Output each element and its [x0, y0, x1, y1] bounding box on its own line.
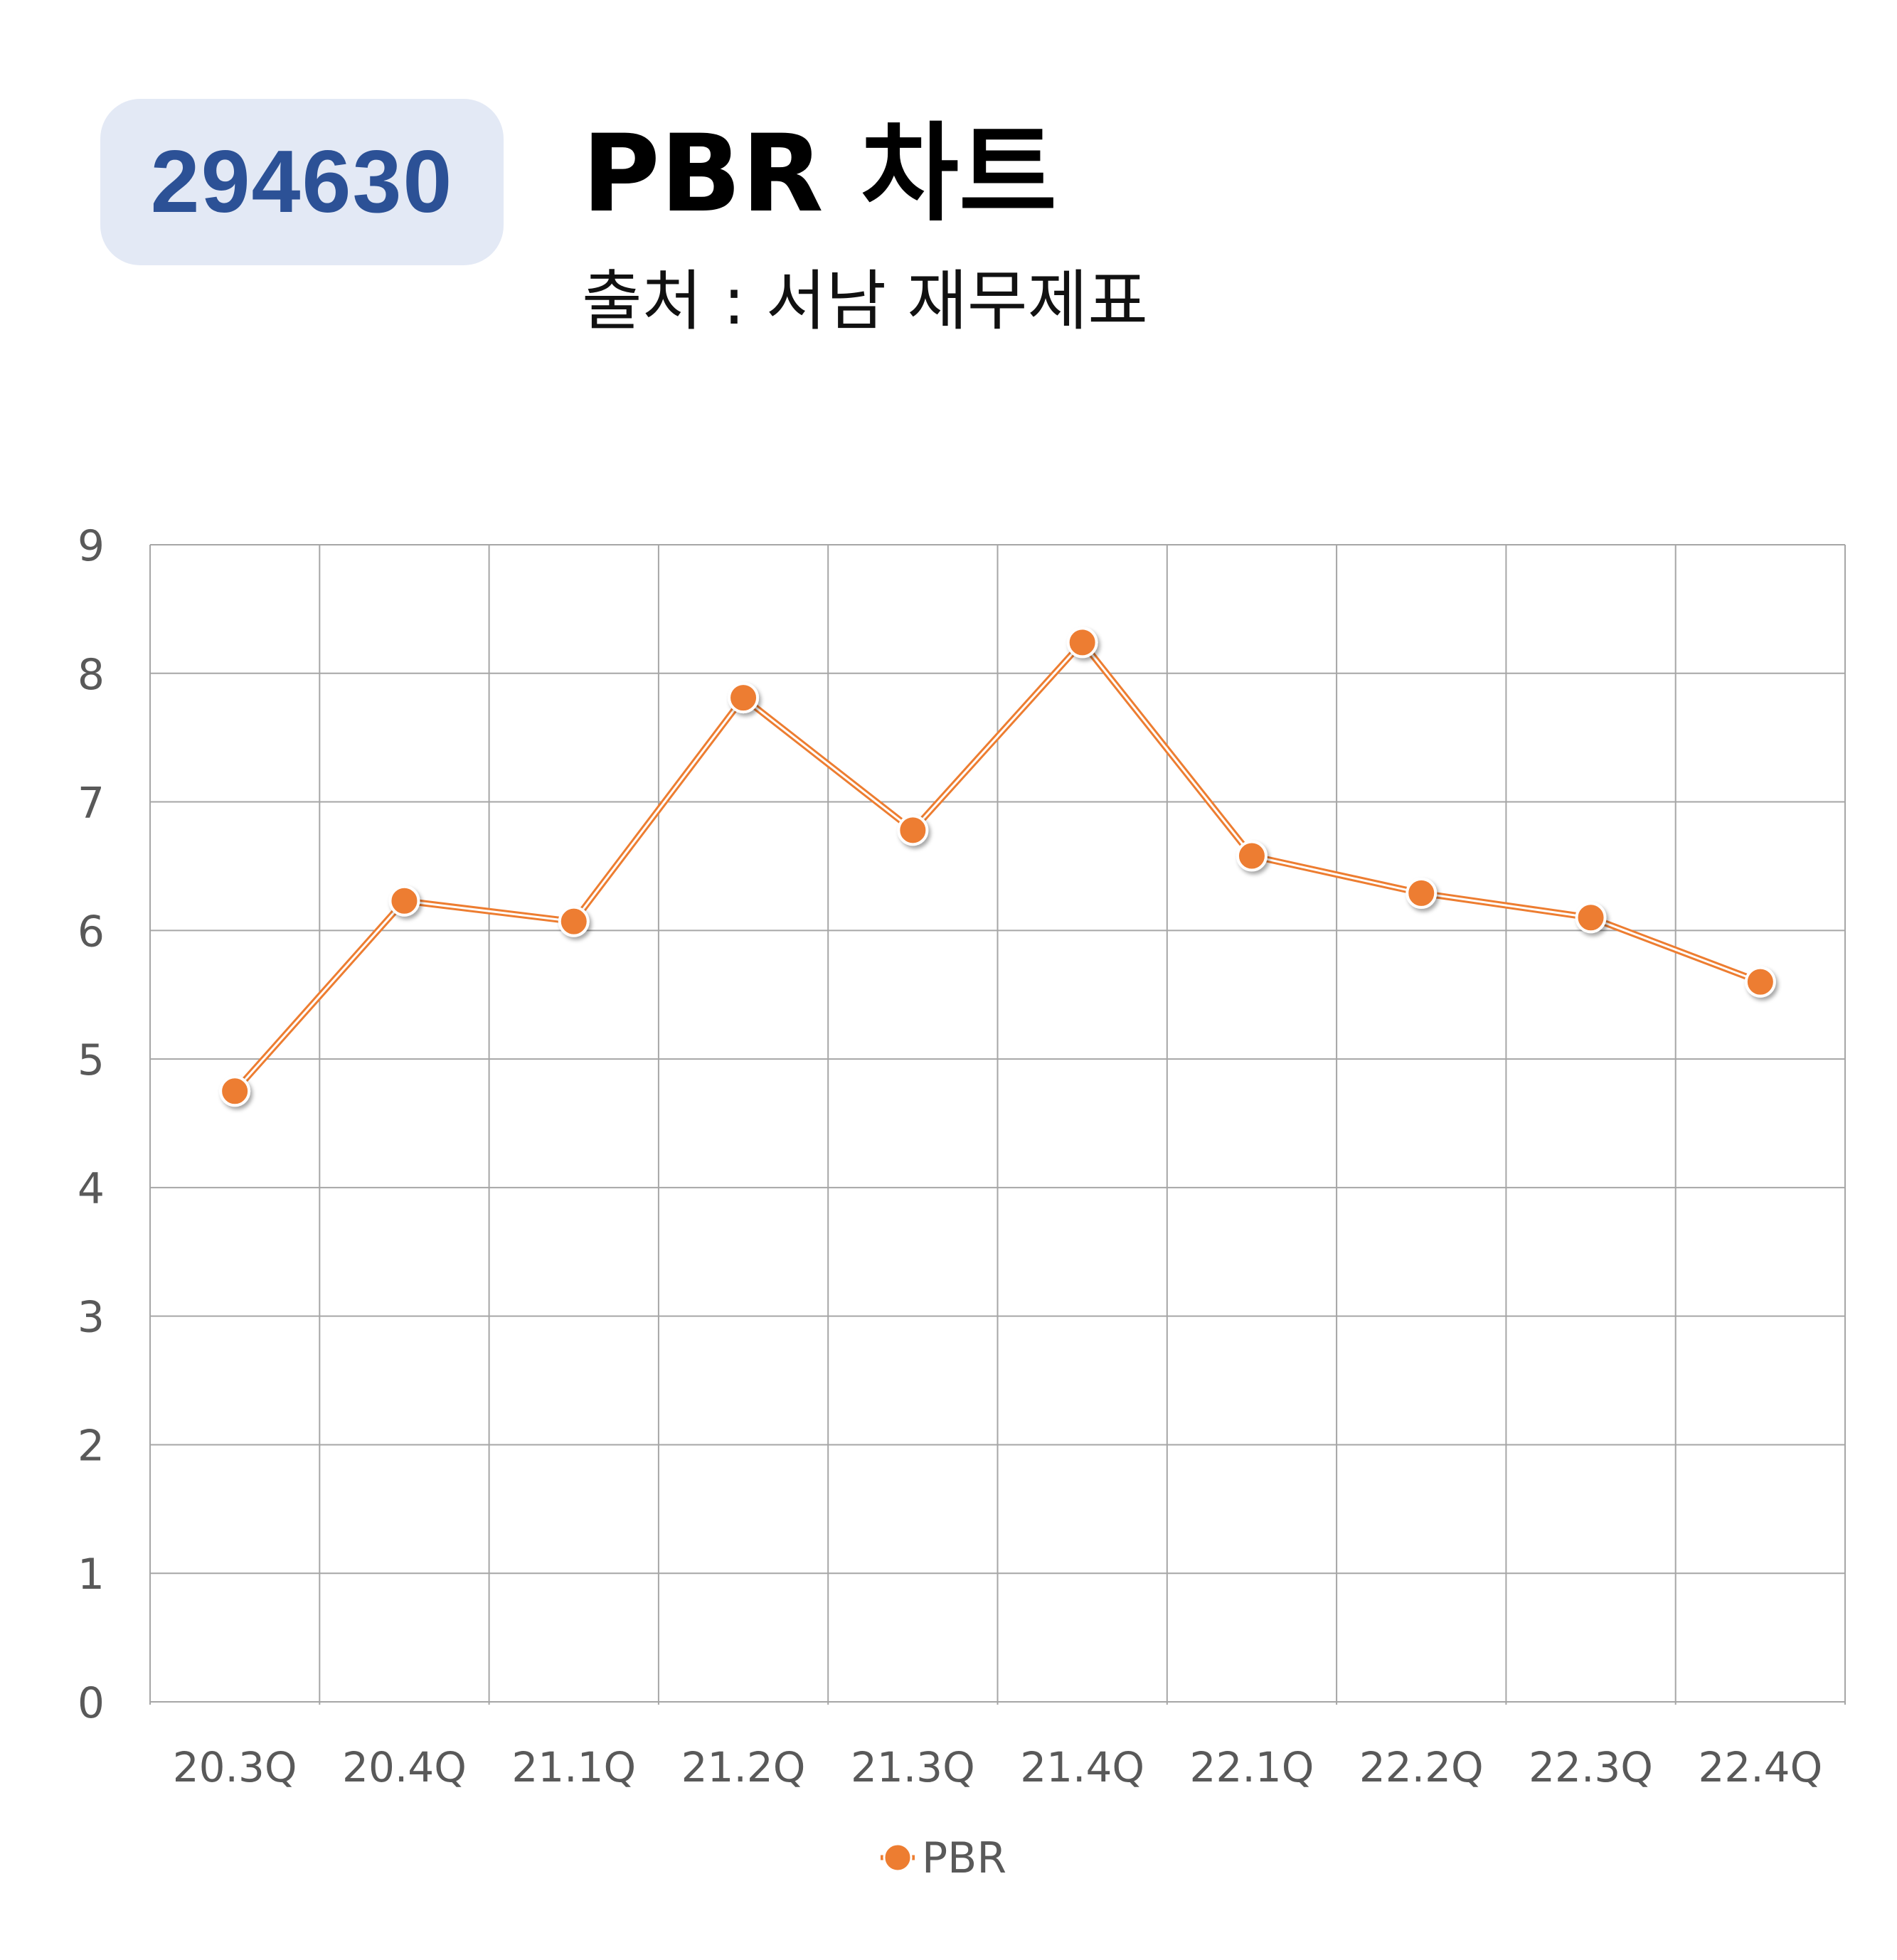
data-point: [388, 885, 420, 917]
data-point: [897, 814, 929, 846]
data-point: [558, 905, 590, 937]
grid: [149, 544, 1846, 1705]
data-point: [1236, 840, 1268, 872]
chart-source: 출처 : 서남 재무제표: [582, 263, 1148, 339]
data-point: [1406, 877, 1438, 909]
data-point: [1744, 966, 1776, 998]
x-tick-label: 22.3Q: [1529, 1743, 1653, 1791]
y-tick-label: 7: [78, 779, 105, 829]
legend: PBR: [881, 1833, 1006, 1883]
stock-code: 294630: [150, 133, 454, 231]
x-tick-label: 21.4Q: [1020, 1743, 1144, 1791]
y-tick-label: 2: [78, 1421, 105, 1471]
x-tick-label: 22.1Q: [1190, 1743, 1314, 1791]
y-tick-label: 5: [78, 1035, 105, 1085]
legend-marker: [883, 1843, 913, 1873]
x-tick-label: 21.1Q: [511, 1743, 636, 1791]
y-tick-label: 8: [78, 650, 105, 700]
series-pbr: [219, 627, 1776, 1107]
y-tick-label: 6: [78, 907, 105, 957]
chart-title: PBR 차트: [582, 112, 1057, 236]
data-point: [219, 1075, 251, 1107]
y-tick-label: 9: [78, 521, 105, 571]
data-point: [1575, 902, 1607, 934]
x-tick-label: 22.2Q: [1359, 1743, 1484, 1791]
x-axis-ticks: 20.3Q 20.4Q 21.1Q 21.2Q 21.3Q 21.4Q 22.1Q 22.2Q…: [173, 1743, 1822, 1791]
y-tick-label: 1: [78, 1550, 105, 1599]
x-tick-label: 22.4Q: [1698, 1743, 1822, 1791]
x-tick-label: 20.4Q: [342, 1743, 467, 1791]
y-tick-label: 0: [78, 1678, 105, 1728]
x-tick-label: 20.3Q: [173, 1743, 297, 1791]
legend-label: PBR: [922, 1833, 1006, 1883]
x-tick-label: 21.3Q: [851, 1743, 975, 1791]
y-tick-label: 4: [78, 1164, 105, 1214]
data-point: [728, 682, 760, 714]
series-line-inner: [233, 641, 1762, 1092]
x-tick-label: 21.2Q: [681, 1743, 806, 1791]
data-point: [1066, 627, 1098, 659]
y-tick-label: 3: [78, 1293, 105, 1343]
stock-code-badge: 294630: [100, 99, 504, 265]
y-axis-ticks: 0 1 2 3 4 5 6 7 8 9: [78, 521, 105, 1728]
